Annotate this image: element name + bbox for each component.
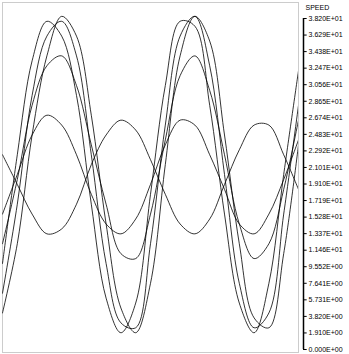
svg-text:3.247E+01: 3.247E+01 xyxy=(309,64,343,71)
svg-text:2.292E+01: 2.292E+01 xyxy=(309,147,343,154)
svg-text:2.865E+01: 2.865E+01 xyxy=(309,97,343,104)
svg-text:7.641E+00: 7.641E+00 xyxy=(309,280,343,287)
svg-text:3.438E+01: 3.438E+01 xyxy=(309,48,343,55)
svg-text:1.719E+01: 1.719E+01 xyxy=(309,197,343,204)
svg-text:1.910E+01: 1.910E+01 xyxy=(309,180,343,187)
svg-text:2.674E+01: 2.674E+01 xyxy=(309,114,343,121)
svg-text:2.101E+01: 2.101E+01 xyxy=(309,164,343,171)
svg-text:1.528E+01: 1.528E+01 xyxy=(309,213,343,220)
svg-text:0.000E+00: 0.000E+00 xyxy=(309,346,343,353)
svg-text:1.146E+01: 1.146E+01 xyxy=(309,246,343,253)
svg-text:1.910E+00: 1.910E+00 xyxy=(309,329,343,336)
svg-text:3.629E+01: 3.629E+01 xyxy=(309,31,343,38)
svg-text:5.731E+00: 5.731E+00 xyxy=(309,296,343,303)
svg-text:2.483E+01: 2.483E+01 xyxy=(309,131,343,138)
svg-text:9.552E+00: 9.552E+00 xyxy=(309,263,343,270)
svg-text:SPEED: SPEED xyxy=(306,4,330,11)
svg-text:3.056E+01: 3.056E+01 xyxy=(309,81,343,88)
svg-text:3.820E+01: 3.820E+01 xyxy=(309,15,343,22)
svg-text:1.337E+01: 1.337E+01 xyxy=(309,230,343,237)
svg-text:3.820E+00: 3.820E+00 xyxy=(309,313,343,320)
